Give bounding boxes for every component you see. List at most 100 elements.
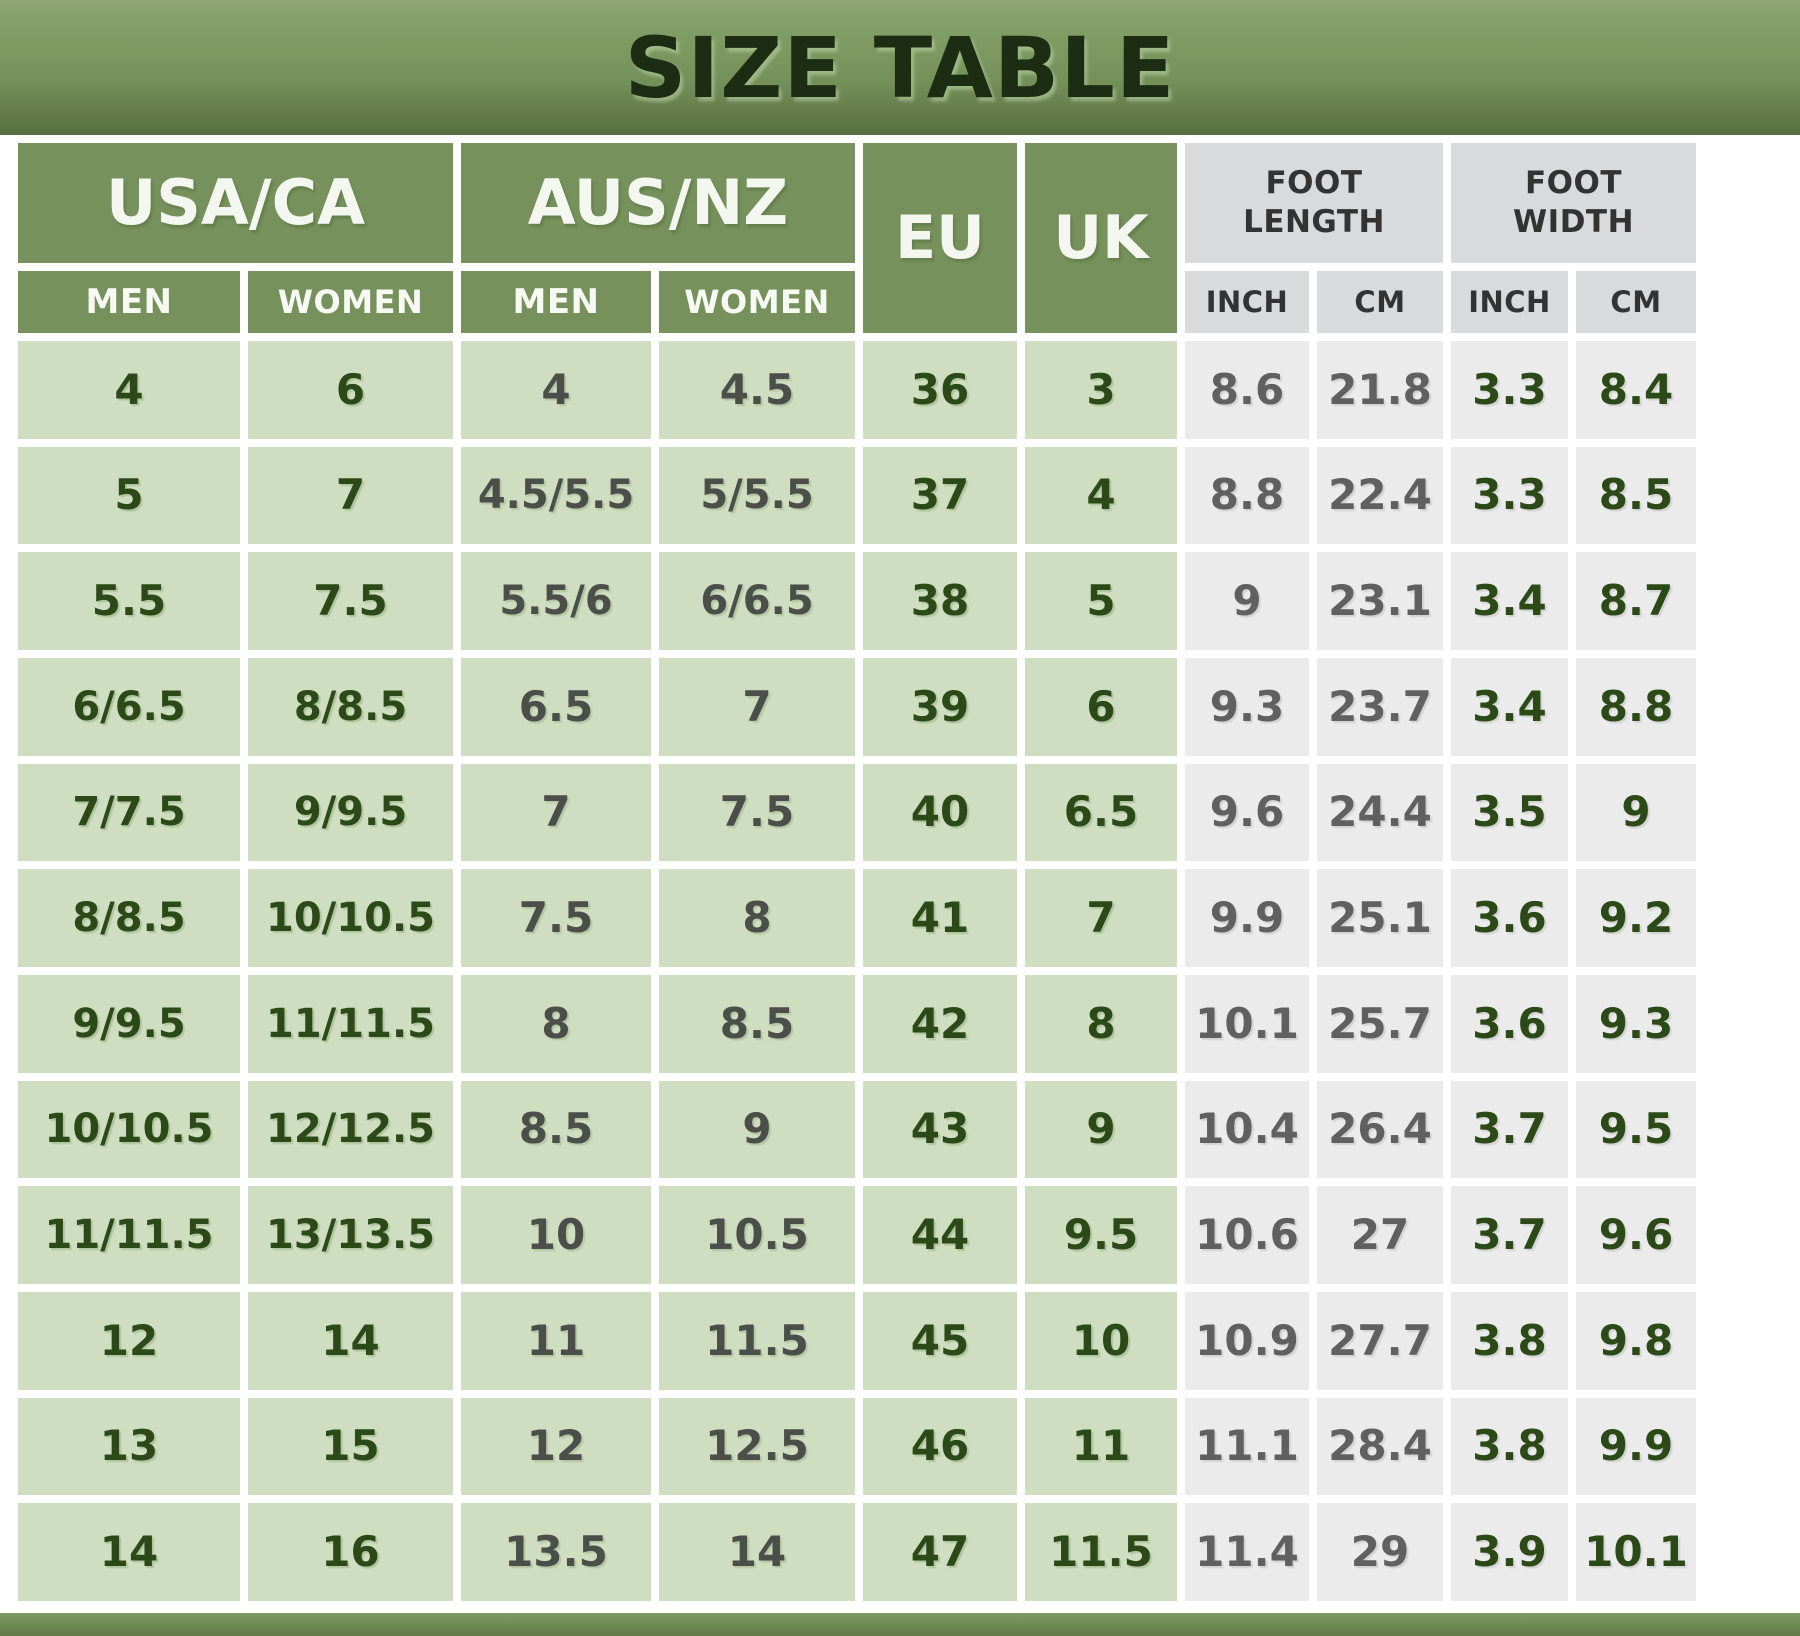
header-group-aus-nz: AUS/NZ [461, 143, 855, 263]
cell-fl-cm: 27.7 [1317, 1291, 1443, 1390]
cell-fl-inch: 10.9 [1185, 1291, 1309, 1390]
cell-eu: 38 [863, 552, 1017, 650]
cell-fw-inch: 3.3 [1451, 341, 1568, 439]
cell-eu: 37 [863, 446, 1017, 545]
cell-fw-cm: 9.9 [1576, 1397, 1696, 1496]
cell-fw-cm: 9.3 [1576, 974, 1696, 1073]
cell-usa-men: 13 [18, 1397, 240, 1496]
cell-fl-inch: 9.6 [1185, 763, 1309, 862]
cell-fw-cm: 10.1 [1576, 1503, 1696, 1601]
cell-aus-men: 11 [461, 1291, 651, 1390]
footer-bar [0, 1613, 1800, 1636]
cell-fw-cm: 8.5 [1576, 446, 1696, 545]
cell-usa-women: 10/10.5 [248, 869, 453, 967]
header-sub-usa-women: WOMEN [248, 271, 453, 333]
cell-aus-men: 12 [461, 1397, 651, 1496]
cell-fl-cm: 21.8 [1317, 341, 1443, 439]
cell-fw-cm: 8.4 [1576, 341, 1696, 439]
cell-fl-cm: 29 [1317, 1503, 1443, 1601]
header-sub-fl-inch: INCH [1185, 271, 1309, 333]
header-group-foot-length: FOOT LENGTH [1185, 143, 1443, 263]
cell-aus-men: 8 [461, 974, 651, 1073]
cell-fw-cm: 9.2 [1576, 869, 1696, 967]
header-sub-aus-men: MEN [461, 271, 651, 333]
cell-usa-men: 10/10.5 [18, 1080, 240, 1179]
cell-fw-cm: 8.8 [1576, 657, 1696, 756]
cell-aus-women: 4.5 [659, 341, 855, 439]
header-group-uk: UK [1025, 143, 1177, 333]
cell-eu: 42 [863, 974, 1017, 1073]
cell-usa-men: 5 [18, 446, 240, 545]
cell-usa-men: 5.5 [18, 552, 240, 650]
cell-fl-cm: 25.1 [1317, 869, 1443, 967]
cell-eu: 40 [863, 763, 1017, 862]
cell-fl-cm: 23.7 [1317, 657, 1443, 756]
cell-fl-cm: 26.4 [1317, 1080, 1443, 1179]
page-title: SIZE TABLE [624, 18, 1176, 117]
cell-aus-men: 7 [461, 763, 651, 862]
cell-usa-women: 13/13.5 [248, 1186, 453, 1284]
cell-uk: 10 [1025, 1291, 1177, 1390]
cell-usa-women: 7.5 [248, 552, 453, 650]
cell-aus-men: 13.5 [461, 1503, 651, 1601]
cell-usa-women: 14 [248, 1291, 453, 1390]
cell-aus-women: 7.5 [659, 763, 855, 862]
cell-fw-inch: 3.8 [1451, 1397, 1568, 1496]
cell-fl-cm: 25.7 [1317, 974, 1443, 1073]
cell-fl-cm: 28.4 [1317, 1397, 1443, 1496]
cell-usa-men: 11/11.5 [18, 1186, 240, 1284]
cell-usa-men: 8/8.5 [18, 869, 240, 967]
cell-uk: 6 [1025, 657, 1177, 756]
cell-usa-women: 11/11.5 [248, 974, 453, 1073]
cell-fl-inch: 11.4 [1185, 1503, 1309, 1601]
cell-aus-women: 12.5 [659, 1397, 855, 1496]
cell-eu: 47 [863, 1503, 1017, 1601]
cell-eu: 36 [863, 341, 1017, 439]
cell-aus-women: 6/6.5 [659, 552, 855, 650]
cell-uk: 11 [1025, 1397, 1177, 1496]
cell-fw-cm: 8.7 [1576, 552, 1696, 650]
cell-usa-men: 4 [18, 341, 240, 439]
cell-aus-women: 9 [659, 1080, 855, 1179]
cell-usa-women: 16 [248, 1503, 453, 1601]
cell-fw-inch: 3.6 [1451, 974, 1568, 1073]
title-banner: SIZE TABLE [0, 0, 1800, 135]
cell-aus-women: 14 [659, 1503, 855, 1601]
size-table-grid: USA/CA AUS/NZ EU UK FOOT LENGTH FOOT WID… [0, 135, 1800, 1615]
cell-aus-women: 8 [659, 869, 855, 967]
cell-fl-inch: 9.9 [1185, 869, 1309, 967]
cell-eu: 43 [863, 1080, 1017, 1179]
cell-fw-inch: 3.7 [1451, 1080, 1568, 1179]
cell-fw-inch: 3.5 [1451, 763, 1568, 862]
cell-eu: 44 [863, 1186, 1017, 1284]
header-foot-width-line1: FOOT [1524, 165, 1623, 201]
cell-aus-men: 4 [461, 341, 651, 439]
cell-fw-cm: 9.5 [1576, 1080, 1696, 1179]
cell-fl-inch: 10.6 [1185, 1186, 1309, 1284]
cell-uk: 9.5 [1025, 1186, 1177, 1284]
cell-aus-men: 4.5/5.5 [461, 446, 651, 545]
cell-usa-men: 7/7.5 [18, 763, 240, 862]
cell-fl-inch: 8.8 [1185, 446, 1309, 545]
cell-usa-women: 6 [248, 341, 453, 439]
cell-aus-men: 6.5 [461, 657, 651, 756]
cell-fw-inch: 3.8 [1451, 1291, 1568, 1390]
cell-aus-women: 7 [659, 657, 855, 756]
cell-fw-cm: 9.8 [1576, 1291, 1696, 1390]
cell-usa-men: 6/6.5 [18, 657, 240, 756]
cell-uk: 11.5 [1025, 1503, 1177, 1601]
cell-usa-men: 14 [18, 1503, 240, 1601]
cell-aus-men: 7.5 [461, 869, 651, 967]
cell-fl-inch: 9 [1185, 552, 1309, 650]
cell-usa-women: 9/9.5 [248, 763, 453, 862]
header-sub-usa-men: MEN [18, 271, 240, 333]
cell-eu: 45 [863, 1291, 1017, 1390]
cell-uk: 9 [1025, 1080, 1177, 1179]
cell-fw-inch: 3.3 [1451, 446, 1568, 545]
header-foot-length-line1: FOOT [1265, 165, 1363, 201]
cell-fl-inch: 10.1 [1185, 974, 1309, 1073]
cell-aus-women: 11.5 [659, 1291, 855, 1390]
header-sub-fl-cm: CM [1317, 271, 1443, 333]
cell-aus-men: 5.5/6 [461, 552, 651, 650]
